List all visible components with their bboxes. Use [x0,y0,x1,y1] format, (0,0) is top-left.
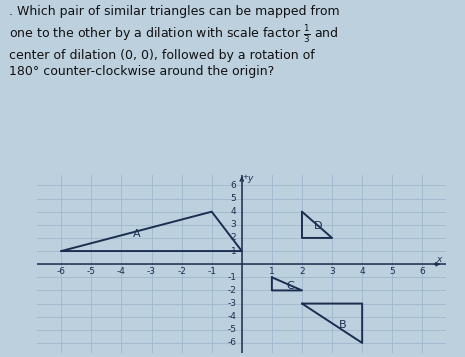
Text: B: B [339,320,346,330]
Text: 1: 1 [231,247,236,256]
Text: -1: -1 [207,267,216,276]
Text: 3: 3 [329,267,335,276]
Text: -5: -5 [87,267,96,276]
Text: D: D [314,221,323,231]
Text: 6: 6 [231,181,236,190]
Text: -4: -4 [227,312,236,321]
Text: . Which pair of similar triangles can be mapped from
one to the other by a dilat: . Which pair of similar triangles can be… [9,5,340,78]
Text: -3: -3 [227,299,236,308]
Text: 4: 4 [231,207,236,216]
Text: -5: -5 [227,325,236,334]
Text: -2: -2 [177,267,186,276]
Text: -3: -3 [147,267,156,276]
Text: C: C [286,281,294,292]
Text: -2: -2 [227,286,236,295]
Text: 5: 5 [389,267,395,276]
Text: 2: 2 [299,267,305,276]
Text: 5: 5 [231,194,236,203]
Text: -4: -4 [117,267,126,276]
Text: -6: -6 [57,267,66,276]
Text: y: y [247,174,253,183]
Text: A: A [133,229,140,239]
Text: x: x [436,255,442,264]
Text: +: + [242,174,248,180]
Text: 1: 1 [269,267,275,276]
Text: -6: -6 [227,338,236,347]
Text: 2: 2 [231,233,236,242]
Text: 3: 3 [231,220,236,229]
Text: 4: 4 [359,267,365,276]
Text: 6: 6 [419,267,425,276]
Text: -1: -1 [227,273,236,282]
